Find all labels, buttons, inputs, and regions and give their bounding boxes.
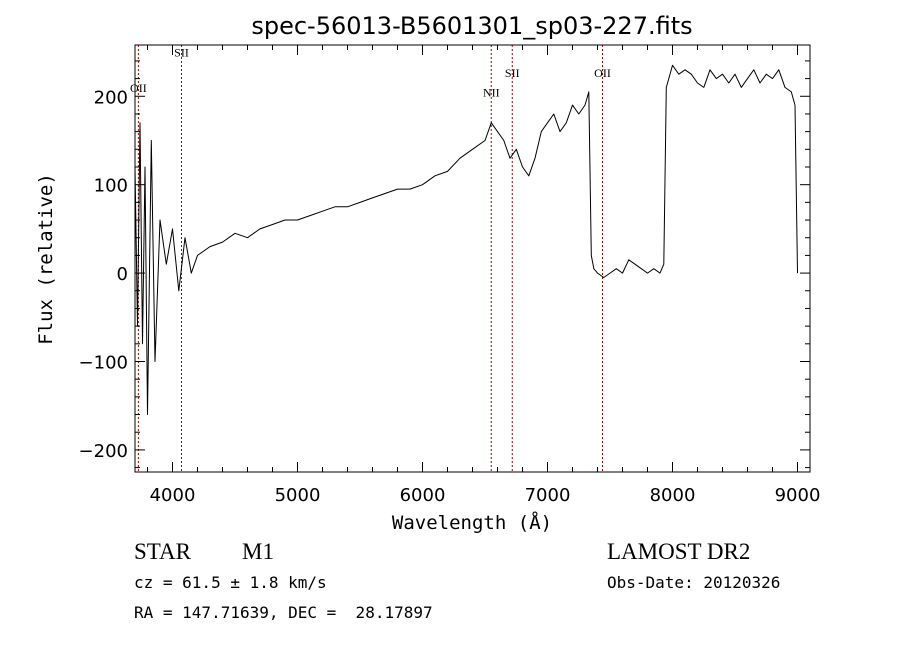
axis-ticks: 4000 5000 6000 7000 8000 9000 −200 −100 0 100 200	[79, 45, 821, 506]
spectrum-line	[134, 64, 798, 415]
x-tick-label-7000: 7000	[525, 485, 571, 506]
x-tick-label-6000: 6000	[400, 485, 446, 506]
y-tick-label--100: −100	[79, 352, 128, 373]
redshift-velocity: cz = 61.5 ± 1.8 km/s	[134, 573, 327, 592]
y-axis-label: Flux (relative)	[35, 173, 57, 345]
object-class: STAR	[134, 539, 191, 564]
x-axis-label: Wavelength (Å)	[392, 511, 552, 534]
survey-name: LAMOST DR2	[607, 539, 751, 564]
y-tick-label-100: 100	[94, 176, 128, 197]
y-tick-label-200: 200	[94, 87, 128, 108]
sky-coordinates: RA = 147.71639, DEC = 28.17897	[134, 603, 433, 622]
x-tick-label-4000: 4000	[150, 485, 196, 506]
x-tick-label-5000: 5000	[275, 485, 321, 506]
chart-title: spec-56013-B5601301_sp03-227.fits	[251, 12, 692, 40]
line-label-oii-0: OII	[130, 81, 147, 95]
y-tick-label--200: −200	[79, 441, 128, 462]
object-subclass: M1	[242, 539, 274, 564]
observation-date: Obs-Date: 20120326	[607, 573, 781, 592]
line-label-nii-2: NII	[483, 85, 500, 99]
x-tick-label-9000: 9000	[775, 485, 821, 506]
line-label-oii-4: OII	[594, 66, 611, 80]
emission-line-markers: OII SII NII SII OII	[130, 45, 611, 472]
plot-frame	[134, 44, 811, 473]
line-label-sii-1: SII	[174, 45, 189, 59]
line-label-sii-3: SII	[505, 66, 520, 80]
x-tick-label-8000: 8000	[650, 485, 696, 506]
y-tick-label-0: 0	[117, 264, 128, 285]
